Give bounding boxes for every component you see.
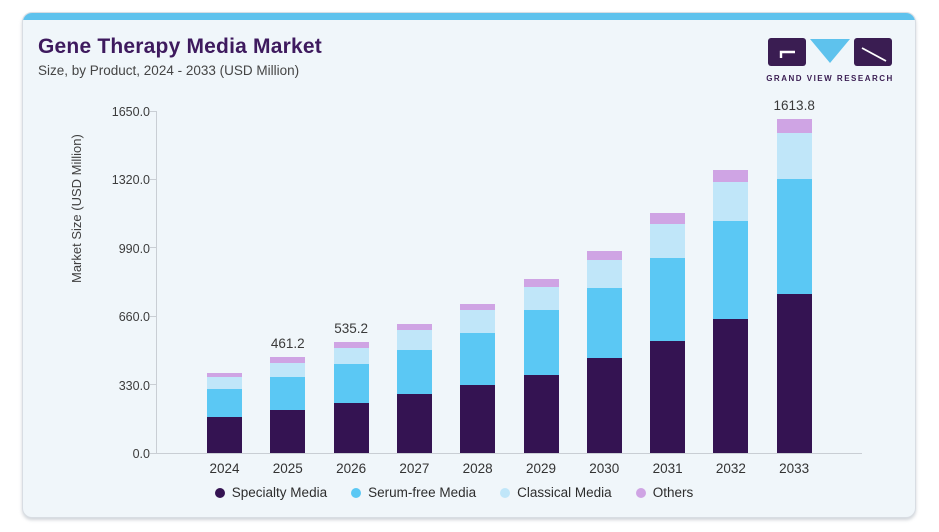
- bar-segment-others-2025: [270, 357, 306, 363]
- x-axis-label-2026: 2026: [336, 461, 367, 476]
- bar-segment-specialty-media-2026: [333, 403, 369, 453]
- gvr-logo: GRAND VIEW RESEARCH: [755, 37, 905, 83]
- bar-segment-classical-media-2027: [396, 330, 432, 351]
- bar-segment-specialty-media-2024: [207, 417, 242, 453]
- x-axis-label-2027: 2027: [399, 461, 430, 476]
- legend-dot-icon: [351, 487, 362, 498]
- y-axis-title: Market Size (USD Million): [69, 134, 84, 283]
- legend-label: Serum-free Media: [368, 485, 477, 500]
- bar-total-label-2025: 461.2: [270, 336, 305, 352]
- y-axis-tick-label: 990.0: [118, 241, 150, 256]
- legend-item-classical-media: Classical Media: [500, 485, 612, 500]
- bar-segment-classical-media-2033: [776, 133, 812, 179]
- chart-card: Gene Therapy Media Market Size, by Produ…: [22, 12, 916, 518]
- bar-segment-others-2028: [460, 303, 496, 310]
- legend-dot-icon: [500, 487, 511, 498]
- card-top-accent-bar: [23, 13, 915, 20]
- bar-segment-classical-media-2028: [460, 309, 496, 333]
- bar-segment-classical-media-2031: [650, 223, 686, 258]
- y-axis-tick-label: 0.0: [132, 447, 150, 461]
- x-axis-label-2030: 2030: [589, 461, 620, 476]
- y-axis-tick-label: 1320.0: [111, 173, 150, 188]
- y-axis-tick: [150, 452, 157, 454]
- y-axis-tick-label: 330.0: [118, 378, 150, 393]
- bar-segment-classical-media-2026: [333, 348, 369, 365]
- legend-dot-icon: [635, 487, 646, 498]
- y-axis-tick: [150, 247, 157, 249]
- legend-item-serum-free-media: Serum-free Media: [351, 485, 476, 500]
- bar-segment-others-2027: [396, 324, 432, 331]
- bar-segment-specialty-media-2029: [523, 374, 559, 453]
- bar-segment-classical-media-2024: [207, 377, 242, 390]
- y-axis-tick-label: 1650.0: [111, 105, 150, 119]
- x-axis-label-2028: 2028: [462, 461, 493, 476]
- bar-segment-classical-media-2025: [270, 362, 306, 377]
- y-axis-tick-label: 660.0: [118, 310, 150, 325]
- legend-label: Classical Media: [517, 485, 612, 500]
- bar-segment-specialty-media-2027: [396, 393, 432, 453]
- y-axis-tick: [150, 110, 157, 112]
- y-axis-tick: [150, 384, 157, 386]
- bar-segment-serum-free-media-2028: [460, 332, 496, 386]
- bar-segment-specialty-media-2030: [586, 358, 622, 453]
- bar-segment-others-2033: [776, 118, 812, 134]
- x-axis-label-2032: 2032: [715, 461, 746, 476]
- bar-segment-specialty-media-2025: [270, 410, 306, 453]
- page-title: Gene Therapy Media Market: [38, 35, 322, 58]
- bar-segment-others-2029: [523, 279, 559, 287]
- y-axis-tick: [150, 178, 157, 180]
- bar-segment-classical-media-2029: [523, 286, 559, 311]
- legend-label: Specialty Media: [231, 485, 328, 500]
- x-axis-label-2024: 2024: [209, 461, 240, 476]
- chart-legend: Specialty Media Serum-free Media Classical…: [23, 485, 885, 500]
- bar-total-label-2026: 535.2: [334, 321, 368, 337]
- legend-item-others: Others: [635, 485, 694, 500]
- bar-segment-serum-free-media-2027: [396, 350, 432, 394]
- bar-segment-serum-free-media-2029: [523, 310, 559, 375]
- plot-area: 0.0 330.0 660.0 990.0 1320.0 1650.0 2024 2025 46…: [112, 98, 862, 476]
- x-axis-label-2029: 2029: [525, 461, 557, 476]
- logo-wordmark: GRAND VIEW RESEARCH: [766, 74, 894, 83]
- bar-segment-others-2030: [586, 250, 622, 261]
- bar-segment-others-2031: [650, 212, 686, 224]
- bar-segment-serum-free-media-2033: [776, 178, 812, 294]
- bar-segment-others-2032: [713, 169, 749, 183]
- bar-segment-specialty-media-2031: [650, 341, 686, 453]
- bar-segment-others-2024: [207, 372, 242, 378]
- y-axis-tick: [150, 315, 157, 317]
- bar-segment-specialty-media-2028: [460, 385, 496, 453]
- x-axis-label-2025: 2025: [272, 461, 303, 476]
- page-subtitle: Size, by Product, 2024 - 2033 (USD Milli…: [38, 63, 300, 78]
- bar-segment-serum-free-media-2030: [586, 288, 622, 359]
- bar-total-label-2033: 1613.8: [773, 97, 815, 113]
- bar-segment-specialty-media-2033: [776, 293, 812, 453]
- x-axis-label-2031: 2031: [652, 461, 683, 476]
- bar-segment-classical-media-2030: [586, 260, 622, 289]
- bar-segment-classical-media-2032: [713, 182, 749, 222]
- bar-segment-serum-free-media-2031: [650, 257, 686, 342]
- bar-segment-serum-free-media-2026: [333, 364, 369, 404]
- bar-segment-serum-free-media-2024: [207, 389, 242, 418]
- bar-segment-serum-free-media-2025: [270, 376, 306, 411]
- gvr-logo-icon: [768, 38, 892, 66]
- legend-label: Others: [652, 485, 694, 500]
- bar-segment-serum-free-media-2032: [713, 221, 749, 320]
- bar-segment-others-2026: [333, 342, 369, 349]
- bar-segment-specialty-media-2032: [713, 319, 749, 453]
- legend-dot-icon: [214, 487, 225, 498]
- x-axis-label-2033: 2033: [779, 461, 810, 476]
- legend-item-specialty-media: Specialty Media: [214, 485, 328, 500]
